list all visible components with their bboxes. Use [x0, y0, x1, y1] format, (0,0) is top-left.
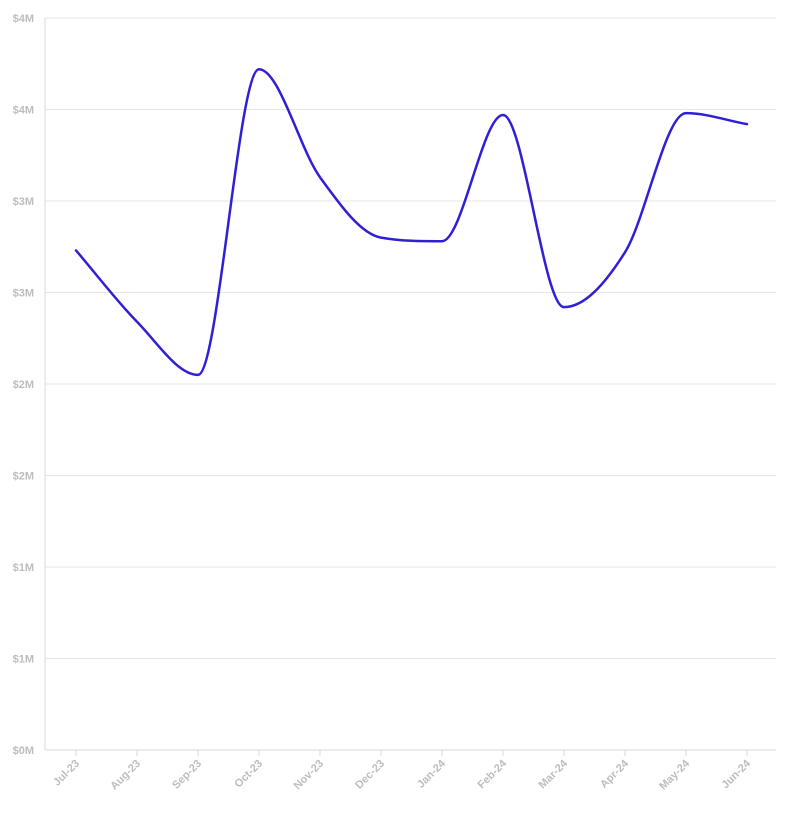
x-tick-label: Jul-23 [51, 758, 82, 789]
x-tick-label: Dec-23 [353, 758, 387, 792]
data-point[interactable] [194, 371, 202, 379]
y-tick-label: $3M [13, 196, 34, 208]
x-tick-label: Sep-23 [170, 758, 204, 792]
y-tick-label: $3M [13, 288, 34, 300]
data-point[interactable] [560, 303, 568, 311]
x-tick-label: May-24 [657, 757, 692, 792]
data-point[interactable] [255, 65, 263, 73]
data-point[interactable] [743, 120, 751, 128]
data-point[interactable] [377, 234, 385, 242]
data-point[interactable] [133, 318, 141, 326]
y-tick-label: $2M [13, 471, 34, 483]
y-tick-label: $2M [13, 379, 34, 391]
grid-lines [45, 17, 776, 659]
data-point[interactable] [621, 248, 629, 256]
x-tick-label: Mar-24 [537, 757, 571, 791]
data-point[interactable] [438, 237, 446, 245]
data-point[interactable] [316, 173, 324, 181]
x-tick-label: Apr-24 [598, 757, 632, 791]
data-point[interactable] [72, 246, 80, 254]
x-tick-label: Feb-24 [476, 757, 510, 791]
y-tick-label: $4M [13, 105, 34, 117]
data-point[interactable] [499, 111, 507, 119]
y-tick-label: $4M [13, 13, 34, 25]
y-tick-label: $1M [13, 654, 34, 666]
x-tick-label: Aug-23 [108, 758, 143, 793]
series-layer [72, 65, 751, 379]
y-tick-label: $0M [13, 745, 34, 757]
x-tick-label: Nov-23 [292, 758, 326, 792]
x-tick-label: Oct-23 [232, 758, 265, 791]
x-tick-label: Jan-24 [415, 757, 449, 791]
axes [44, 18, 776, 751]
data-point[interactable] [682, 109, 690, 117]
series-line [74, 67, 749, 377]
x-axis-ticks: Jul-23 Aug-23 Sep-23 Oct-23 Nov-23 Dec-23 Jan-… [51, 750, 754, 792]
x-tick-label: Jun-24 [720, 757, 754, 791]
y-axis-ticks: $0M $1M $1M $2M $2M $3M $3M $4M $4M [13, 13, 34, 757]
y-tick-label: $1M [13, 562, 34, 574]
